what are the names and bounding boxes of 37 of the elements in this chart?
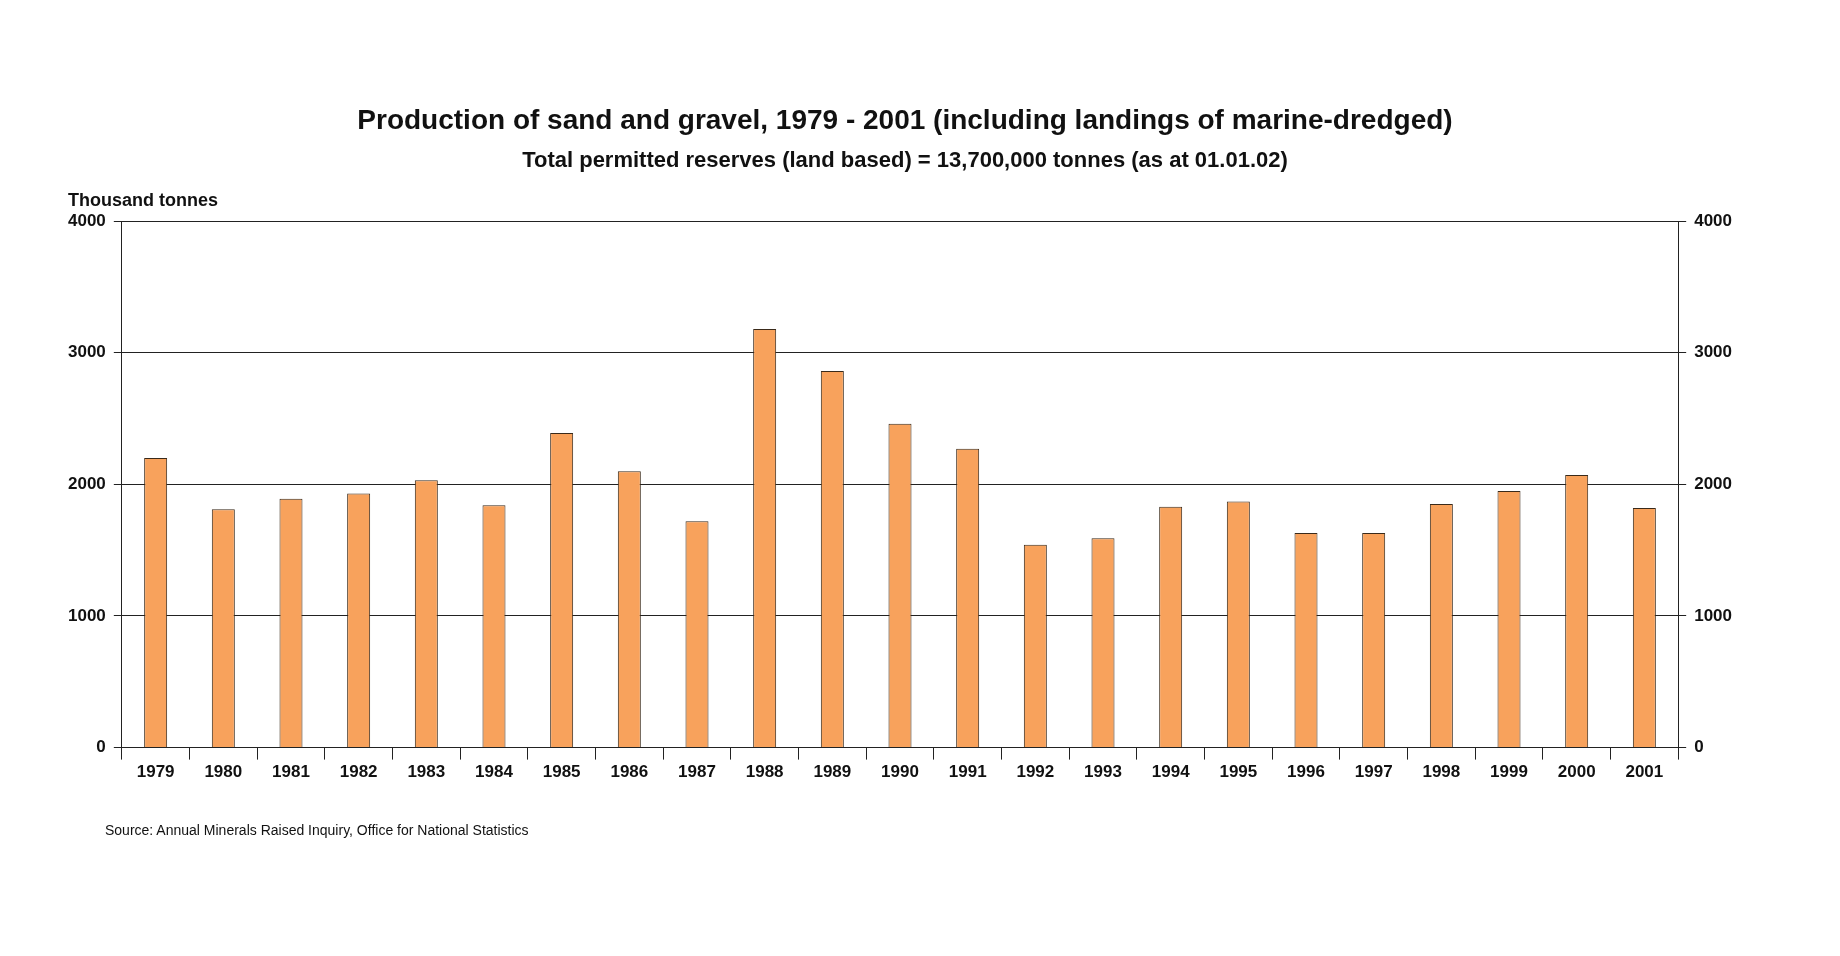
y-axis-title: Thousand tonnes (68, 190, 218, 211)
y-tick-label: 1000 (67, 605, 106, 625)
x-tick-label: 1986 (610, 762, 649, 782)
x-tick-label: 1982 (339, 762, 378, 782)
chart-title: Production of sand and gravel, 1979 - 2001 (including landings of marine-dredged) (356, 104, 1454, 136)
y2-tick-label: 4000 (1694, 210, 1733, 230)
x-tick-label: 1995 (1219, 762, 1258, 782)
y2-tick-label: 1000 (1694, 605, 1733, 625)
x-tick-label: 1989 (813, 762, 852, 782)
x-tick-label: 1985 (542, 762, 581, 782)
x-tick-label: 1990 (881, 762, 919, 782)
x-tick-label: 1998 (1422, 762, 1461, 782)
y-tick-label: 2000 (67, 473, 106, 493)
y-tick-label: 4000 (67, 210, 106, 230)
x-tick-label: 1988 (745, 762, 784, 782)
x-tick-label: 1999 (1490, 762, 1528, 782)
chart-subtitle: Total permitted reserves (land based) = 13,700,000 tonnes (as at 01.01.02) (521, 147, 1289, 173)
x-tick-label: 1992 (1016, 762, 1055, 782)
source-note: Source: Annual Minerals Raised Inquiry, Office for National Statistics (105, 822, 529, 838)
x-tick-label: 1991 (948, 762, 987, 782)
y2-tick-label: 0 (1694, 737, 1704, 757)
x-tick-label: 2001 (1625, 762, 1664, 782)
x-tick-label: 1987 (678, 762, 716, 782)
x-tick-label: 1997 (1354, 762, 1393, 782)
x-tick-label: 1994 (1151, 762, 1191, 782)
x-tick-label: 1980 (204, 762, 243, 782)
y-tick-label: 3000 (67, 342, 106, 362)
x-tick-label: 1993 (1084, 762, 1122, 782)
y2-tick-label: 3000 (1694, 342, 1733, 362)
x-tick-label: 1996 (1287, 762, 1325, 782)
y-tick-label: 0 (96, 737, 106, 757)
x-tick-label: 1984 (475, 762, 514, 782)
x-tick-label: 2000 (1557, 762, 1596, 782)
y2-tick-label: 2000 (1694, 473, 1733, 493)
x-tick-label: 1979 (136, 762, 175, 782)
x-tick-label: 1981 (272, 762, 310, 782)
x-tick-label: 1983 (407, 762, 446, 782)
